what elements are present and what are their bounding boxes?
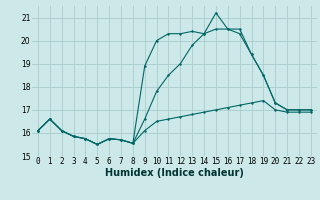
X-axis label: Humidex (Indice chaleur): Humidex (Indice chaleur) — [105, 168, 244, 178]
